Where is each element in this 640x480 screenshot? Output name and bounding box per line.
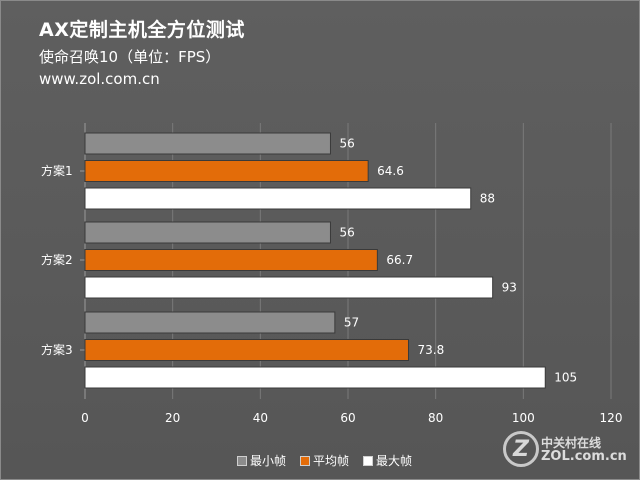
category-label: 方案1 bbox=[41, 163, 73, 178]
data-label: 64.6 bbox=[377, 164, 404, 178]
bar-avg bbox=[84, 160, 369, 182]
category-label: 方案3 bbox=[41, 342, 73, 357]
bar-min bbox=[84, 132, 331, 155]
legend-swatch-avg bbox=[300, 455, 311, 466]
zol-watermark: Z 中关村在线 ZOL.com.cn bbox=[503, 431, 631, 471]
bar-min bbox=[84, 221, 331, 244]
data-label: 105 bbox=[554, 371, 577, 385]
data-label: 88 bbox=[480, 192, 495, 206]
bar-avg bbox=[84, 339, 409, 361]
data-label: 66.7 bbox=[386, 253, 413, 267]
data-label: 73.8 bbox=[417, 343, 444, 357]
x-tick-label: 0 bbox=[81, 411, 89, 425]
legend-label-min: 最小帧 bbox=[250, 454, 287, 468]
chart-title: AX定制主机全方位测试 bbox=[39, 19, 245, 41]
watermark-line1: 中关村在线 bbox=[541, 436, 602, 450]
x-tick-label: 80 bbox=[428, 411, 443, 425]
watermark-line2: ZOL.com.cn bbox=[541, 449, 627, 464]
data-label: 56 bbox=[339, 226, 354, 240]
legend-swatch-max bbox=[363, 455, 374, 466]
legend-label-max: 最大帧 bbox=[376, 454, 413, 468]
x-tick-label: 120 bbox=[600, 411, 623, 425]
x-tick-label: 40 bbox=[253, 411, 268, 425]
legend-item-min: 最小帧 bbox=[237, 452, 286, 469]
x-tick-label: 20 bbox=[165, 411, 180, 425]
legend-item-max: 最大帧 bbox=[363, 452, 412, 469]
site-url: www.zol.com.cn bbox=[39, 70, 160, 88]
category-label: 方案2 bbox=[41, 252, 73, 267]
bar-max bbox=[84, 366, 546, 389]
data-label: 93 bbox=[502, 281, 517, 295]
legend: 最小帧 平均帧 最大帧 bbox=[237, 452, 412, 469]
legend-swatch-min bbox=[237, 455, 247, 466]
data-label: 57 bbox=[344, 316, 359, 330]
data-label: 56 bbox=[339, 137, 354, 151]
bar-max bbox=[84, 187, 472, 210]
x-tick-label: 100 bbox=[512, 411, 535, 425]
bar-max bbox=[84, 276, 494, 299]
zol-logo-icon: Z bbox=[503, 431, 539, 467]
x-tick-label: 60 bbox=[340, 411, 355, 425]
chart-subtitle: 使命召唤10（单位：FPS） bbox=[39, 48, 221, 66]
legend-label-avg: 平均帧 bbox=[313, 454, 350, 468]
bar-min bbox=[84, 311, 336, 334]
legend-item-avg: 平均帧 bbox=[300, 452, 349, 469]
bar-avg bbox=[84, 249, 378, 271]
